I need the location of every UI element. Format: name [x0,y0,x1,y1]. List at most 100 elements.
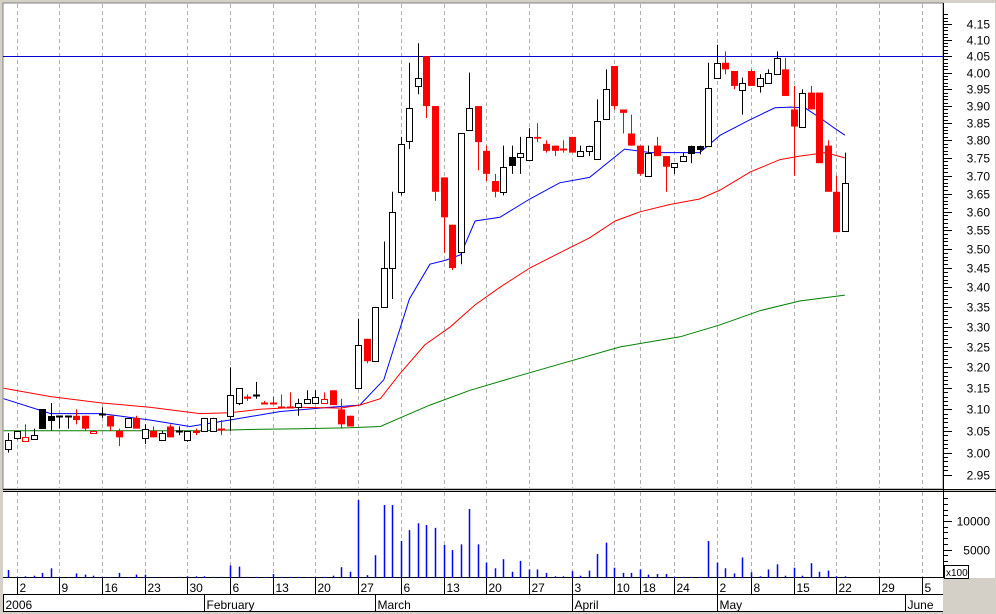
date-tick-label: 16 [105,581,119,595]
candle-body [22,437,29,442]
candle [5,432,12,453]
moving-average-line [3,152,846,415]
candle [586,145,593,157]
candle-body [475,106,482,143]
candle [270,396,277,405]
candle [671,163,678,174]
price-tick-label: 4.00 [967,67,991,81]
date-tick-label: 5 [925,581,932,595]
candle [714,44,721,79]
candle [338,398,345,429]
candle-body [586,146,593,152]
candle [56,415,63,429]
candle [31,428,38,440]
price-tick-label: 3.35 [967,301,991,315]
date-tick-label: 2 [20,581,27,595]
candle-body [791,109,798,127]
candle-body [594,121,601,160]
candle [39,409,46,429]
candle [125,417,132,428]
candle [415,43,422,95]
candle [483,145,490,181]
candle [167,424,174,438]
moving-average-line [3,106,846,428]
candle [116,428,123,447]
candle [107,415,114,431]
price-tick-label: 4.05 [967,50,991,64]
candle [99,407,106,418]
candle-body [31,435,38,440]
price-tick-label: 4.10 [967,34,991,48]
candle [663,156,670,192]
date-tick-label: 15 [797,581,811,595]
moving-average-line [3,294,845,432]
price-panel [2,2,944,490]
price-tick-label: 3.40 [967,281,991,295]
price-tick-label: 3.00 [967,447,991,461]
candle-body [330,390,337,406]
candle-body [338,409,345,425]
candle [227,367,234,431]
volume-unit-label: x100 [946,568,968,579]
candle-body [398,144,405,193]
candle [799,89,806,128]
candle [210,417,217,432]
candle-body [167,426,174,438]
candle [22,424,29,442]
date-tick-label: 8 [754,581,761,595]
candle-body [842,183,849,232]
candle [150,426,157,438]
candle-body [569,136,576,153]
price-tick-label: 3.85 [967,117,991,131]
candle-body [808,92,815,110]
date-tick-label: 20 [318,581,332,595]
candle [637,145,644,176]
candle [722,51,729,75]
candle [244,394,251,401]
candle [731,70,738,90]
candle [432,106,439,201]
candle-body [347,415,354,427]
candle-body [107,415,114,427]
candle-body [577,151,584,157]
date-tick-label: 6 [233,581,240,595]
candle [500,145,507,196]
price-tick-label: 3.25 [967,341,991,355]
candle [381,241,388,308]
candle-body [142,429,149,439]
price-tick-label: 3.75 [967,152,991,166]
candle-body [295,403,302,408]
date-tick-label: 13 [276,581,290,595]
candle-body [355,345,362,389]
candle [201,417,208,432]
candle-body [637,145,644,174]
date-tick-label: 6 [404,581,411,595]
candle-body [765,73,772,84]
candle-body [714,63,721,79]
candle [193,428,200,436]
candle-body [654,145,661,157]
date-tick-label: 23 [148,581,162,595]
candle [449,224,456,270]
candle-body [201,418,208,432]
candle-body [603,89,610,120]
price-tick-label: 2.95 [967,469,991,483]
candle-body [210,418,217,432]
candle-body [82,415,89,429]
candle-body [833,191,840,233]
candle [355,318,362,389]
candle [330,390,337,406]
date-tick-label: 30 [190,581,204,595]
candle [142,424,149,444]
candle-body [432,106,439,192]
candle [321,392,328,404]
candle-body [227,395,234,417]
candle-body [312,397,319,404]
candle [748,69,755,86]
candle [739,77,746,115]
price-tick-label: 3.15 [967,382,991,396]
month-label: 2006 [6,598,33,612]
candle [261,400,268,405]
candle-body [364,338,371,362]
candle [312,390,319,404]
